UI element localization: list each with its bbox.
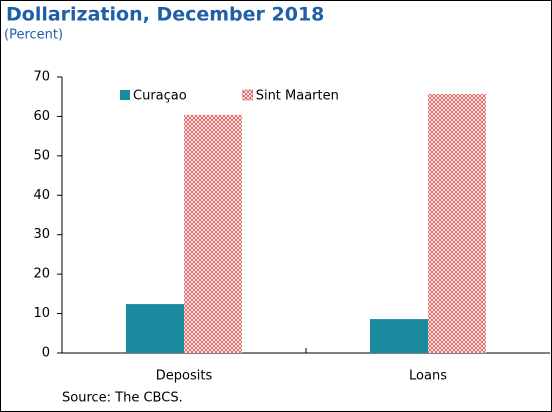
y-tick-label: 20 (33, 267, 50, 282)
legend-label: Sint Maarten (256, 89, 339, 104)
y-tick-label: 60 (33, 109, 50, 124)
y-tick-label: 0 (42, 346, 50, 361)
chart-subtitle: (Percent) (4, 28, 63, 43)
y-tick-label: 10 (33, 306, 50, 321)
y-tick-label: 70 (33, 70, 50, 85)
y-tick-label: 30 (33, 227, 50, 242)
source-note: Source: The CBCS. (62, 391, 183, 406)
y-tick-label: 40 (33, 188, 50, 203)
chart-title: Dollarization, December 2018 (6, 4, 324, 26)
legend-label: Curaçao (133, 89, 187, 104)
bar (370, 319, 428, 353)
bar (184, 114, 242, 353)
bar (126, 304, 184, 353)
legend-swatch (242, 89, 253, 101)
x-tick-label: Loans (409, 369, 447, 384)
x-tick-label: Deposits (156, 369, 213, 384)
y-tick-label: 50 (33, 148, 50, 163)
legend-swatch (120, 90, 130, 100)
bar (428, 93, 486, 353)
